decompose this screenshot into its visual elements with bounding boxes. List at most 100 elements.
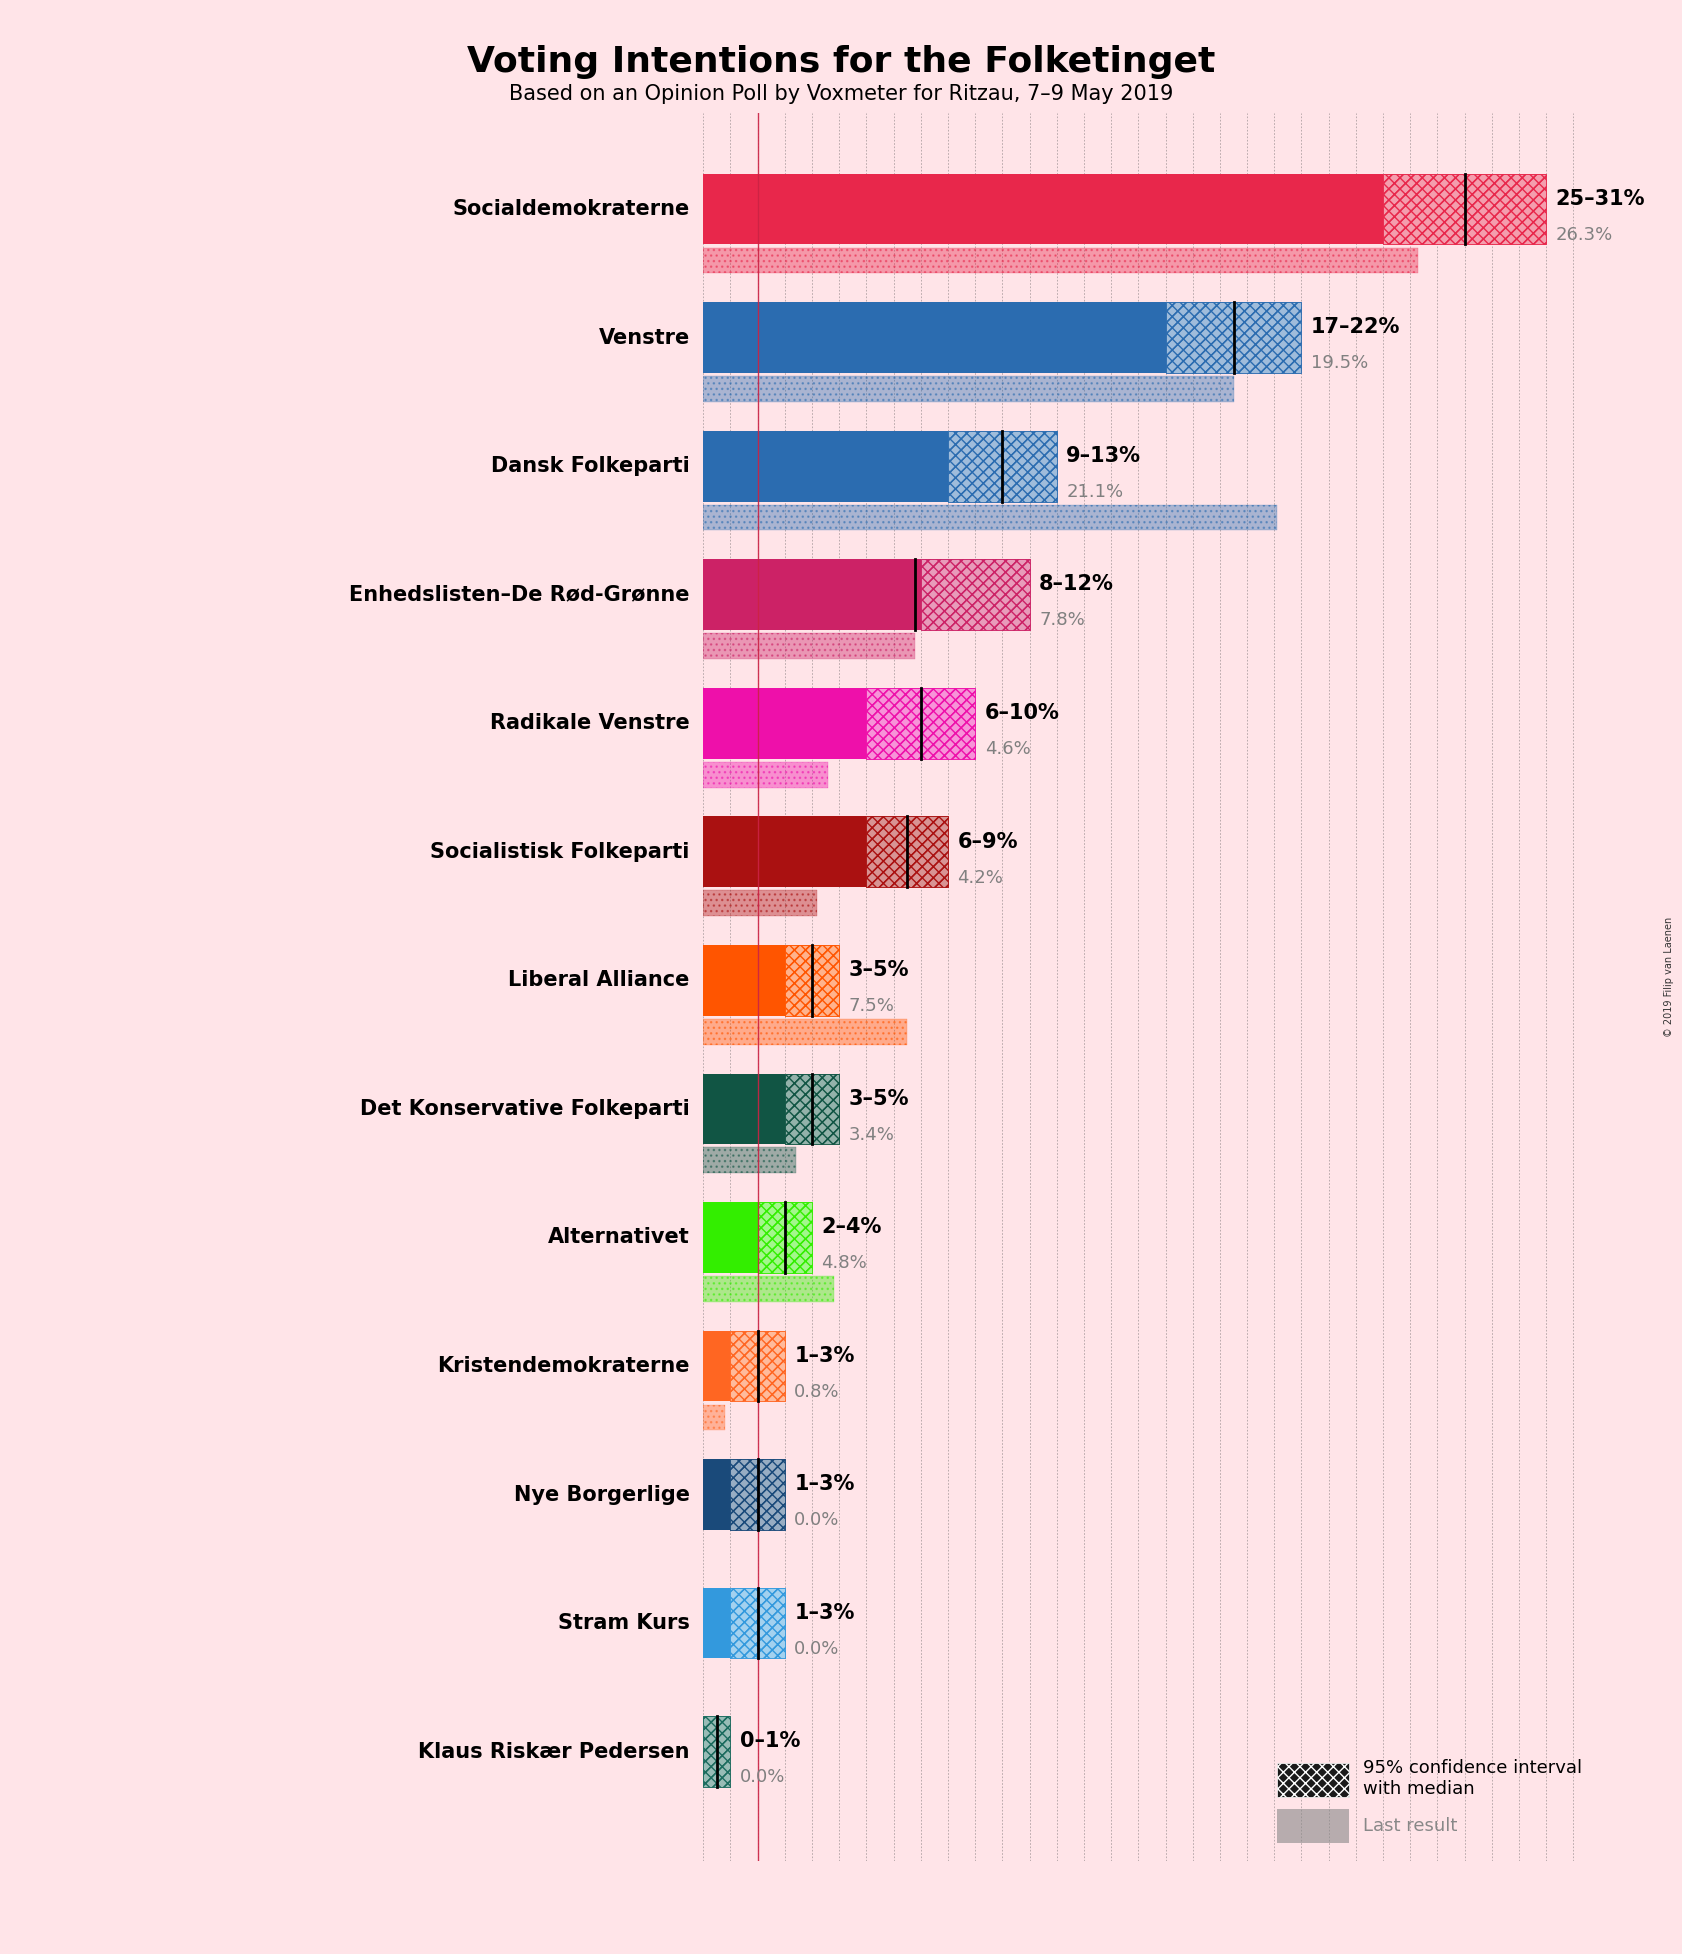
Bar xyxy=(703,1405,725,1430)
Text: Det Konservative Folkeparti: Det Konservative Folkeparti xyxy=(360,1098,690,1120)
Bar xyxy=(703,504,1277,530)
Bar xyxy=(703,891,817,916)
Bar xyxy=(785,1073,839,1145)
Bar xyxy=(730,1460,785,1530)
Text: 19.5%: 19.5% xyxy=(1310,354,1367,373)
Text: Stram Kurs: Stram Kurs xyxy=(558,1614,690,1634)
Bar xyxy=(703,377,1233,403)
Bar xyxy=(703,1331,730,1401)
Text: 7.5%: 7.5% xyxy=(849,997,895,1014)
Bar xyxy=(703,174,1383,244)
Bar xyxy=(730,1460,785,1530)
Text: 26.3%: 26.3% xyxy=(1556,227,1613,244)
Bar xyxy=(785,1073,839,1145)
Bar xyxy=(920,559,1029,629)
Bar xyxy=(703,1276,834,1301)
Text: 0.8%: 0.8% xyxy=(794,1383,839,1401)
Bar xyxy=(1166,303,1302,373)
Bar xyxy=(949,430,1056,502)
Bar xyxy=(703,1716,730,1786)
Bar xyxy=(757,1202,812,1272)
Bar xyxy=(757,1202,812,1272)
Bar xyxy=(703,1716,730,1786)
Text: 17–22%: 17–22% xyxy=(1310,317,1401,338)
Bar xyxy=(703,1716,730,1786)
Bar xyxy=(703,377,1233,403)
Text: 3–5%: 3–5% xyxy=(849,1088,910,1108)
Text: 0–1%: 0–1% xyxy=(740,1731,801,1751)
Bar xyxy=(730,1589,785,1659)
Bar xyxy=(1166,303,1302,373)
Text: Alternativet: Alternativet xyxy=(548,1227,690,1247)
Text: 3–5%: 3–5% xyxy=(849,959,910,981)
Text: Venstre: Venstre xyxy=(599,328,690,348)
Bar xyxy=(703,1018,907,1045)
Text: Enhedslisten–De Rød-Grønne: Enhedslisten–De Rød-Grønne xyxy=(350,584,690,604)
Text: 21.1%: 21.1% xyxy=(1066,483,1124,500)
Text: 8–12%: 8–12% xyxy=(1039,574,1113,594)
Bar xyxy=(866,688,976,758)
Bar xyxy=(703,1589,730,1659)
Bar xyxy=(785,1073,839,1145)
Bar xyxy=(949,430,1056,502)
Bar xyxy=(703,891,817,916)
Bar xyxy=(703,688,866,758)
Bar xyxy=(1166,303,1302,373)
Bar xyxy=(703,633,915,658)
Bar xyxy=(785,946,839,1016)
Bar xyxy=(866,688,976,758)
Text: Socialdemokraterne: Socialdemokraterne xyxy=(452,199,690,219)
Text: Socialistisk Folkeparti: Socialistisk Folkeparti xyxy=(431,842,690,862)
Bar xyxy=(703,1405,725,1430)
Text: 7.8%: 7.8% xyxy=(1039,612,1085,629)
Text: 6–10%: 6–10% xyxy=(984,703,1060,723)
Bar xyxy=(866,688,976,758)
Bar xyxy=(703,1147,796,1172)
Bar xyxy=(949,430,1056,502)
Text: 3.4%: 3.4% xyxy=(849,1126,895,1143)
Text: Liberal Alliance: Liberal Alliance xyxy=(508,971,690,991)
Text: Dansk Folkeparti: Dansk Folkeparti xyxy=(491,455,690,477)
Bar xyxy=(703,1018,907,1045)
Bar xyxy=(703,946,785,1016)
Bar xyxy=(730,1460,785,1530)
Bar xyxy=(730,1589,785,1659)
Bar xyxy=(703,1073,785,1145)
Bar xyxy=(730,1589,785,1659)
Bar xyxy=(703,559,920,629)
Bar xyxy=(730,1331,785,1401)
Text: 2–4%: 2–4% xyxy=(821,1217,881,1237)
Bar xyxy=(703,762,828,787)
Text: Nye Borgerlige: Nye Borgerlige xyxy=(513,1485,690,1505)
Text: Kristendemokraterne: Kristendemokraterne xyxy=(437,1356,690,1376)
Bar xyxy=(730,1460,785,1530)
Bar xyxy=(730,1331,785,1401)
Text: 4.6%: 4.6% xyxy=(984,741,1031,758)
Text: © 2019 Filip van Laenen: © 2019 Filip van Laenen xyxy=(1663,916,1674,1038)
Bar xyxy=(1383,174,1546,244)
Bar xyxy=(1383,174,1546,244)
Text: 9–13%: 9–13% xyxy=(1066,446,1142,465)
Bar xyxy=(703,1147,796,1172)
Bar xyxy=(866,817,949,887)
Bar xyxy=(730,1331,785,1401)
Text: 6–9%: 6–9% xyxy=(957,832,1018,852)
Bar xyxy=(757,1202,812,1272)
Bar xyxy=(703,817,866,887)
Bar xyxy=(703,248,1418,274)
Bar xyxy=(785,1073,839,1145)
Bar xyxy=(1383,174,1546,244)
Text: 1–3%: 1–3% xyxy=(794,1473,854,1495)
Bar xyxy=(703,1276,834,1301)
Bar xyxy=(730,1589,785,1659)
Bar xyxy=(866,817,949,887)
Bar xyxy=(866,688,976,758)
Bar xyxy=(866,817,949,887)
Bar xyxy=(703,762,828,787)
Bar xyxy=(730,1331,785,1401)
Bar xyxy=(785,946,839,1016)
Bar xyxy=(703,633,915,658)
Bar xyxy=(785,946,839,1016)
Bar xyxy=(1166,303,1302,373)
Bar xyxy=(703,430,949,502)
